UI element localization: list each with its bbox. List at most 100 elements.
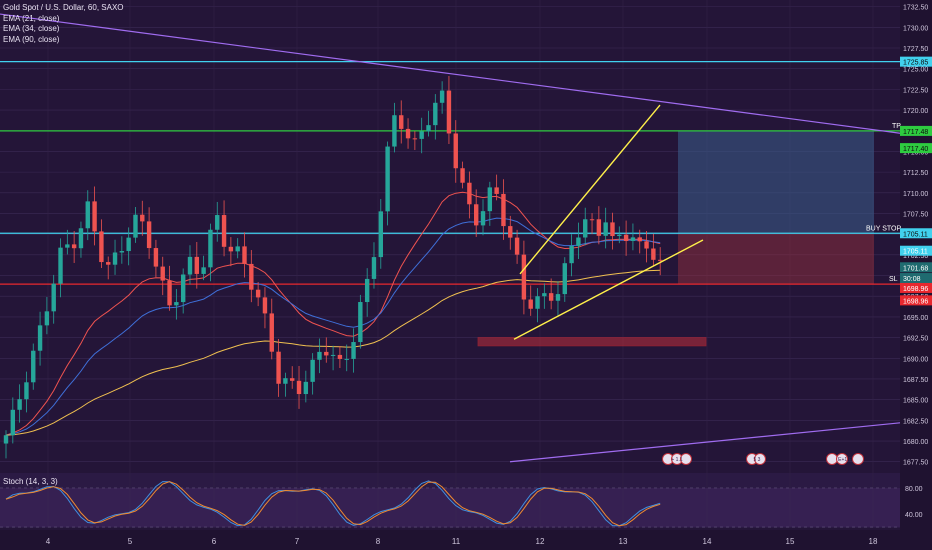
candles: [3, 76, 663, 459]
bull-candle: [351, 342, 356, 359]
stoch-d-line: [5, 481, 661, 527]
event-label: + 1.1: [671, 457, 682, 463]
bear-candle: [228, 246, 234, 252]
bear-candle: [255, 289, 261, 298]
event-marker: [754, 453, 766, 465]
y-tick-label: 1720.00: [903, 108, 928, 115]
bull-candle: [603, 222, 608, 236]
price-badge: [900, 143, 932, 154]
bear-candle: [473, 204, 479, 226]
bear-candle: [324, 351, 329, 356]
bull-candle: [10, 409, 16, 436]
x-tick-label: 7: [295, 537, 300, 546]
target-zone: [678, 130, 874, 234]
bear-candle: [412, 138, 418, 140]
event-marker: [680, 453, 692, 465]
event-label: 5 3: [754, 457, 761, 463]
stoch-tick-label: 40.00: [905, 512, 923, 519]
bear-candle: [460, 168, 465, 183]
price-badge-text: 1725.85: [903, 60, 928, 67]
y-tick-label: 1712.50: [903, 170, 928, 177]
y-tick-label: 1682.50: [903, 418, 928, 425]
channel-lines: [0, 13, 901, 463]
bull-candle: [37, 325, 43, 351]
bull-candle: [344, 358, 349, 360]
bull-candle: [3, 435, 9, 444]
event-label: E+1 E: [838, 457, 852, 463]
buy_stop-tag: BUY STOP: [866, 225, 901, 232]
bear-candle: [276, 351, 281, 384]
bear-candle: [249, 263, 254, 290]
zones: [477, 130, 874, 347]
stochastic-oscillator: 40.00 80.00: [0, 480, 923, 528]
x-tick-label: 13: [619, 537, 628, 546]
bull-candle: [426, 125, 431, 132]
bull-candle: [542, 293, 547, 297]
bear-candle: [644, 241, 649, 249]
ema21-line: [5, 191, 661, 436]
bear-candle: [657, 259, 663, 261]
bull-candle: [419, 131, 424, 139]
x-tick-label: 5: [128, 537, 133, 546]
price-badge-text: 1717.48: [903, 129, 928, 136]
bear-candle: [296, 380, 302, 395]
y-tick-label: 1687.50: [903, 377, 928, 384]
price-badge: [900, 262, 932, 273]
bull-candle: [235, 246, 240, 252]
stoch-k-line: [5, 480, 661, 527]
tp-tag: TP: [892, 123, 901, 130]
bear-candle: [146, 221, 152, 249]
price-badge: [900, 282, 932, 293]
price-badge-text: 1698.96: [903, 286, 928, 293]
legend-ema21: EMA (21, close): [3, 13, 60, 23]
level-tags: TP BUY STOP SL: [866, 123, 901, 283]
event-markers: + 1.1 5 3 E+1 E: [662, 453, 864, 465]
bull-candle: [569, 245, 574, 264]
lower-channel-line: [509, 422, 901, 463]
bull-candle: [126, 237, 131, 252]
price-badge: [900, 245, 932, 256]
x-axis-ticks: 4 5 6 7 8 11 12 13 14 15 18: [46, 537, 878, 546]
upper-channel-line: [0, 13, 901, 134]
bear-candle: [262, 297, 268, 314]
bear-candle: [92, 201, 97, 232]
bear-candle: [467, 182, 472, 205]
legend-ema90: EMA (90, close): [3, 34, 60, 44]
price-badges: 1725.85 1717.48 1717.40 1705.11 1705.11 1701.…: [900, 56, 932, 306]
y-tick-label: 1690.00: [903, 356, 928, 363]
bull-candle: [208, 229, 213, 268]
bull-candle: [617, 234, 622, 237]
y-tick-label: 1725.00: [903, 67, 928, 74]
bull-candle: [133, 214, 138, 238]
bear-candle: [651, 248, 656, 260]
bear-candle: [153, 248, 159, 267]
legend-instrument: Gold Spot / U.S. Dollar, 60, SAXO: [3, 3, 124, 12]
bear-candle: [637, 237, 642, 242]
y-tick-label: 1677.50: [903, 460, 928, 467]
event-marker: [852, 453, 864, 465]
bull-candle: [392, 115, 397, 147]
price-badge-text: 1717.40: [903, 146, 928, 153]
bull-candle: [58, 247, 63, 284]
y-tick-label: 1692.50: [903, 336, 928, 343]
bear-candle: [167, 280, 172, 306]
bull-candle: [576, 237, 581, 246]
bull-candle: [630, 237, 636, 242]
bear-candle: [399, 115, 404, 129]
x-tick-label: 6: [212, 537, 217, 546]
price-badge: [900, 228, 932, 239]
bear-candle: [514, 237, 520, 255]
bear-candle: [548, 293, 554, 301]
bull-candle: [201, 267, 206, 274]
stoch-label: Stoch (14, 3, 3): [3, 477, 58, 486]
bear-candle: [589, 219, 595, 221]
bear-candle: [596, 219, 602, 236]
stop-zone: [678, 233, 874, 285]
y-tick-label: 1727.50: [903, 46, 928, 53]
bull-candle: [535, 296, 540, 309]
bull-candle: [555, 294, 561, 301]
y-tick-label: 1695.00: [903, 315, 928, 322]
bull-candle: [174, 302, 179, 306]
price-badge: [900, 56, 932, 67]
